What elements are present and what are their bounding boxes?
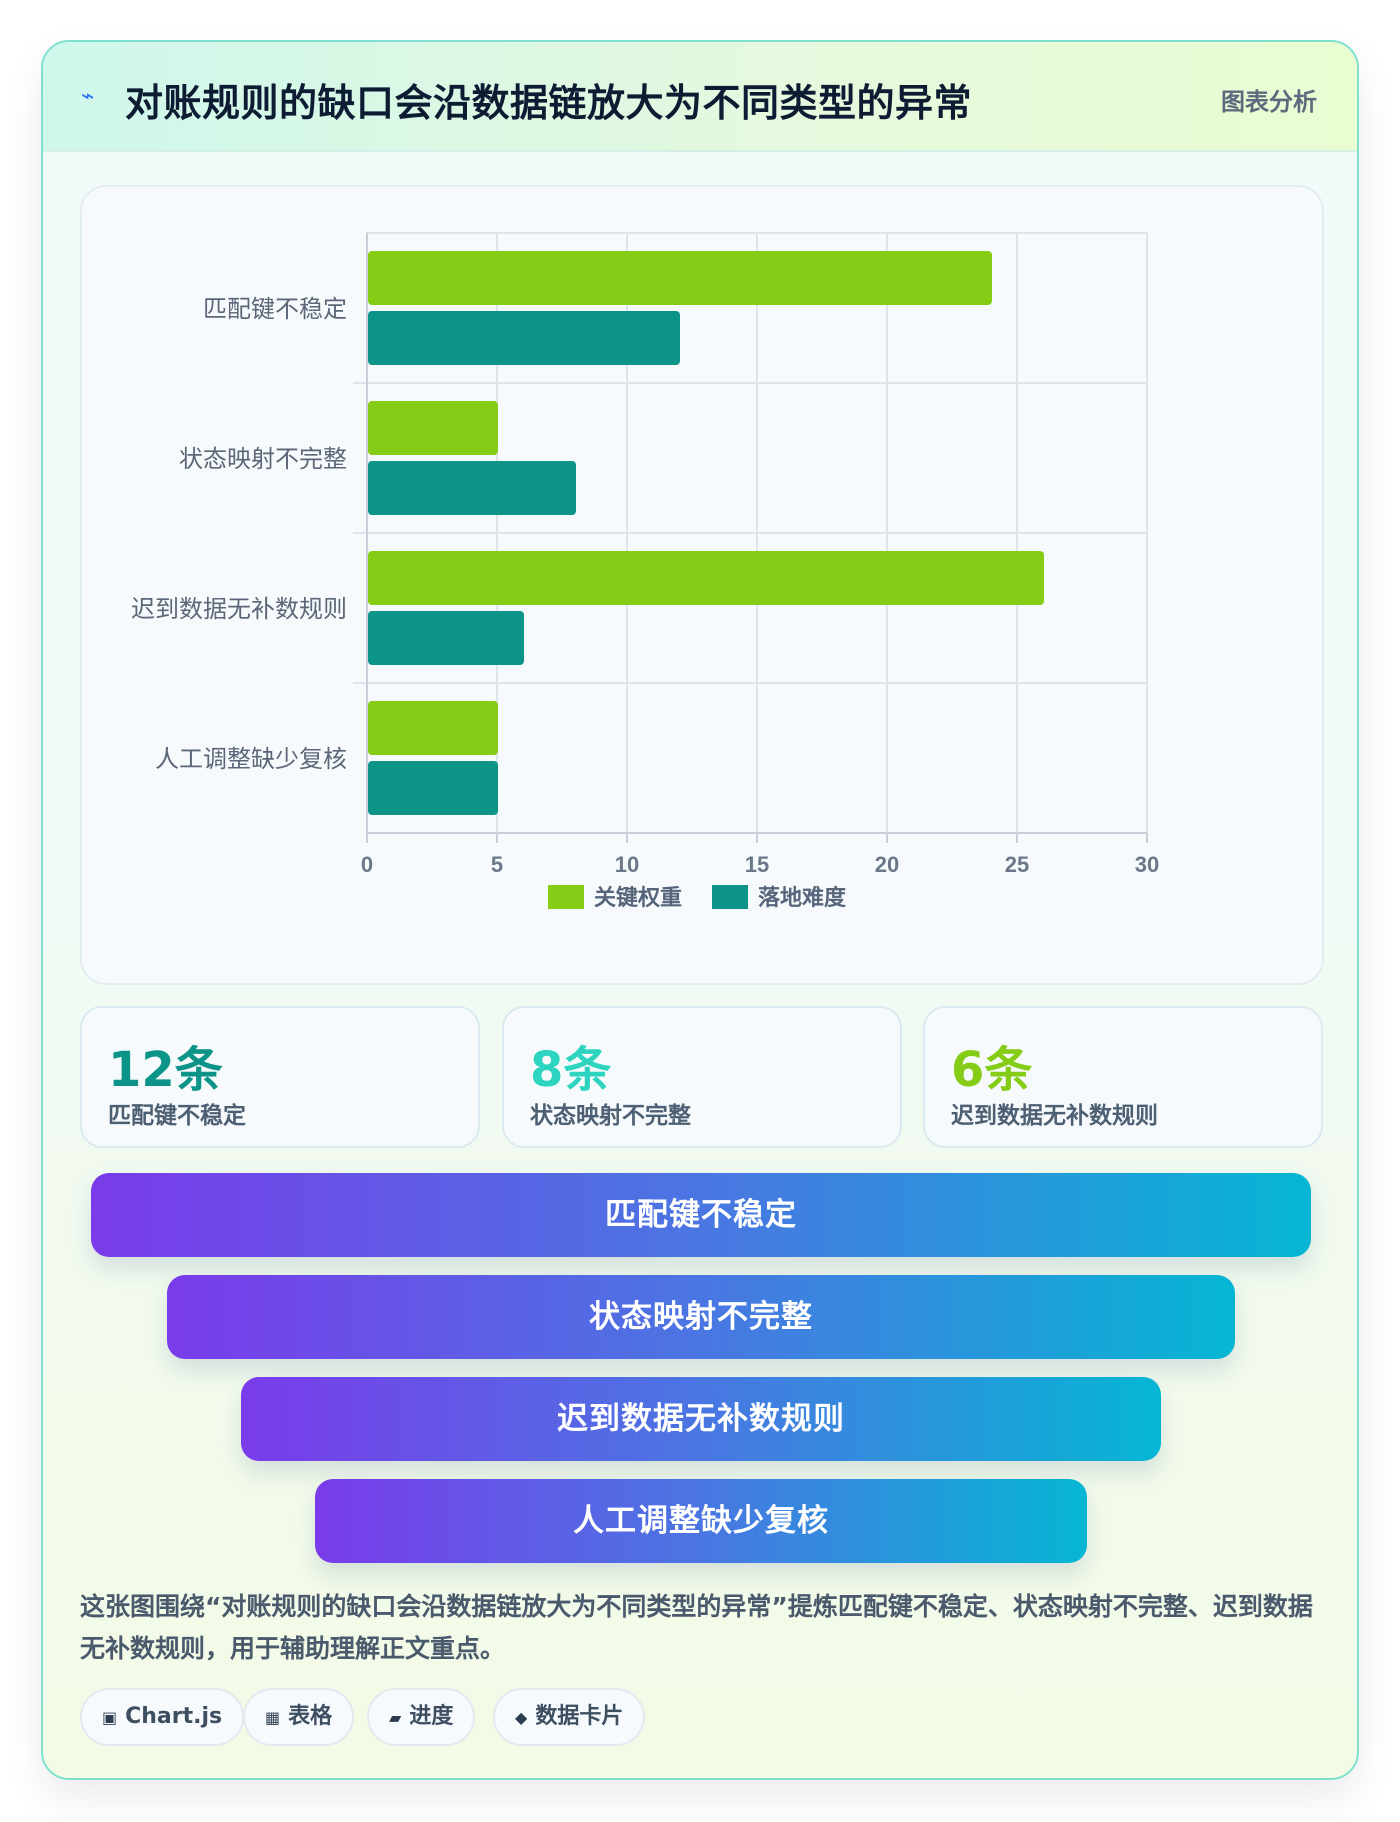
stat-value: 12条 [108,1042,223,1098]
y-tick-label: 迟到数据无补数规则 [131,595,347,623]
bar [368,611,524,665]
table-icon: ▦ [265,1708,281,1727]
legend-label: 落地难度 [758,885,847,911]
bar [368,761,498,815]
funnel-step: 状态映射不完整 [167,1275,1235,1359]
bar-chart: 0 5 10 15 20 25 30 匹配键不稳定状态映射不完整迟到数据无补数规则人工调整缺少… [131,232,1159,911]
stat-label: 状态映射不完整 [530,1103,691,1129]
x-tick-label: 10 [615,852,639,877]
stat-card: 6条 迟到数据无补数规则 [923,1006,1323,1148]
bar [368,311,680,365]
chip-progress[interactable]: ▰ 进度 [367,1688,476,1746]
x-tick-label: 25 [1005,852,1029,877]
stat-label: 迟到数据无补数规则 [951,1103,1158,1129]
stat-card: 8条 状态映射不完整 [502,1006,902,1148]
progress-icon: ▰ [389,1708,402,1727]
card-header: ⌁ 对账规则的缺口会沿数据链放大为不同类型的异常 图表分析 [43,42,1357,152]
page-title: 对账规则的缺口会沿数据链放大为不同类型的异常 [125,81,973,125]
chart-analysis-tag: 图表分析 [1221,88,1317,116]
chip-data-cards[interactable]: ◆ 数据卡片 [493,1688,646,1746]
lightning-icon: ⌁ [81,84,95,109]
funnel-step: 人工调整缺少复核 [315,1479,1087,1563]
x-tick-label: 30 [1135,852,1159,877]
stat-value: 8条 [530,1042,612,1098]
legend-swatch [548,885,584,909]
bar [368,461,576,515]
stat-label: 匹配键不稳定 [108,1103,246,1129]
x-tick-label: 15 [745,852,769,877]
chart-card: ⌁ 对账规则的缺口会沿数据链放大为不同类型的异常 图表分析 0 5 10 15 20 25… [41,40,1359,1780]
stat-value: 6条 [951,1042,1033,1098]
chip-label: 进度 [409,1704,454,1729]
funnel-step: 匹配键不稳定 [91,1173,1311,1257]
bar [368,251,992,305]
stat-card: 12条 匹配键不稳定 [80,1006,480,1148]
x-tick-label: 5 [491,852,503,877]
diamond-icon: ◆ [515,1708,528,1727]
legend-swatch [712,885,748,909]
bar [368,701,498,755]
chip-label: Chart.js [125,1704,223,1729]
bar [368,551,1044,605]
chip-label: 数据卡片 [535,1704,624,1729]
bar-chart-panel: 0 5 10 15 20 25 30 匹配键不稳定状态映射不完整迟到数据无补数规则人工调整缺少… [80,185,1324,985]
y-tick-label: 人工调整缺少复核 [155,745,347,773]
y-tick-label: 状态映射不完整 [179,445,347,473]
chip-chartjs[interactable]: ▣ Chart.js [80,1688,245,1746]
funnel-step: 迟到数据无补数规则 [241,1377,1161,1461]
chart-icon: ▣ [102,1708,118,1727]
bar [368,401,498,455]
chip-table[interactable]: ▦ 表格 [243,1688,355,1746]
chart-description: 这张图围绕“对账规则的缺口会沿数据链放大为不同类型的异常”提炼匹配键不稳定、状态… [80,1592,1313,1663]
x-tick-label: 0 [361,852,373,877]
x-tick-label: 20 [875,852,899,877]
y-tick-label: 匹配键不稳定 [203,295,347,323]
chip-label: 表格 [288,1704,333,1729]
legend-label: 关键权重 [594,885,682,911]
